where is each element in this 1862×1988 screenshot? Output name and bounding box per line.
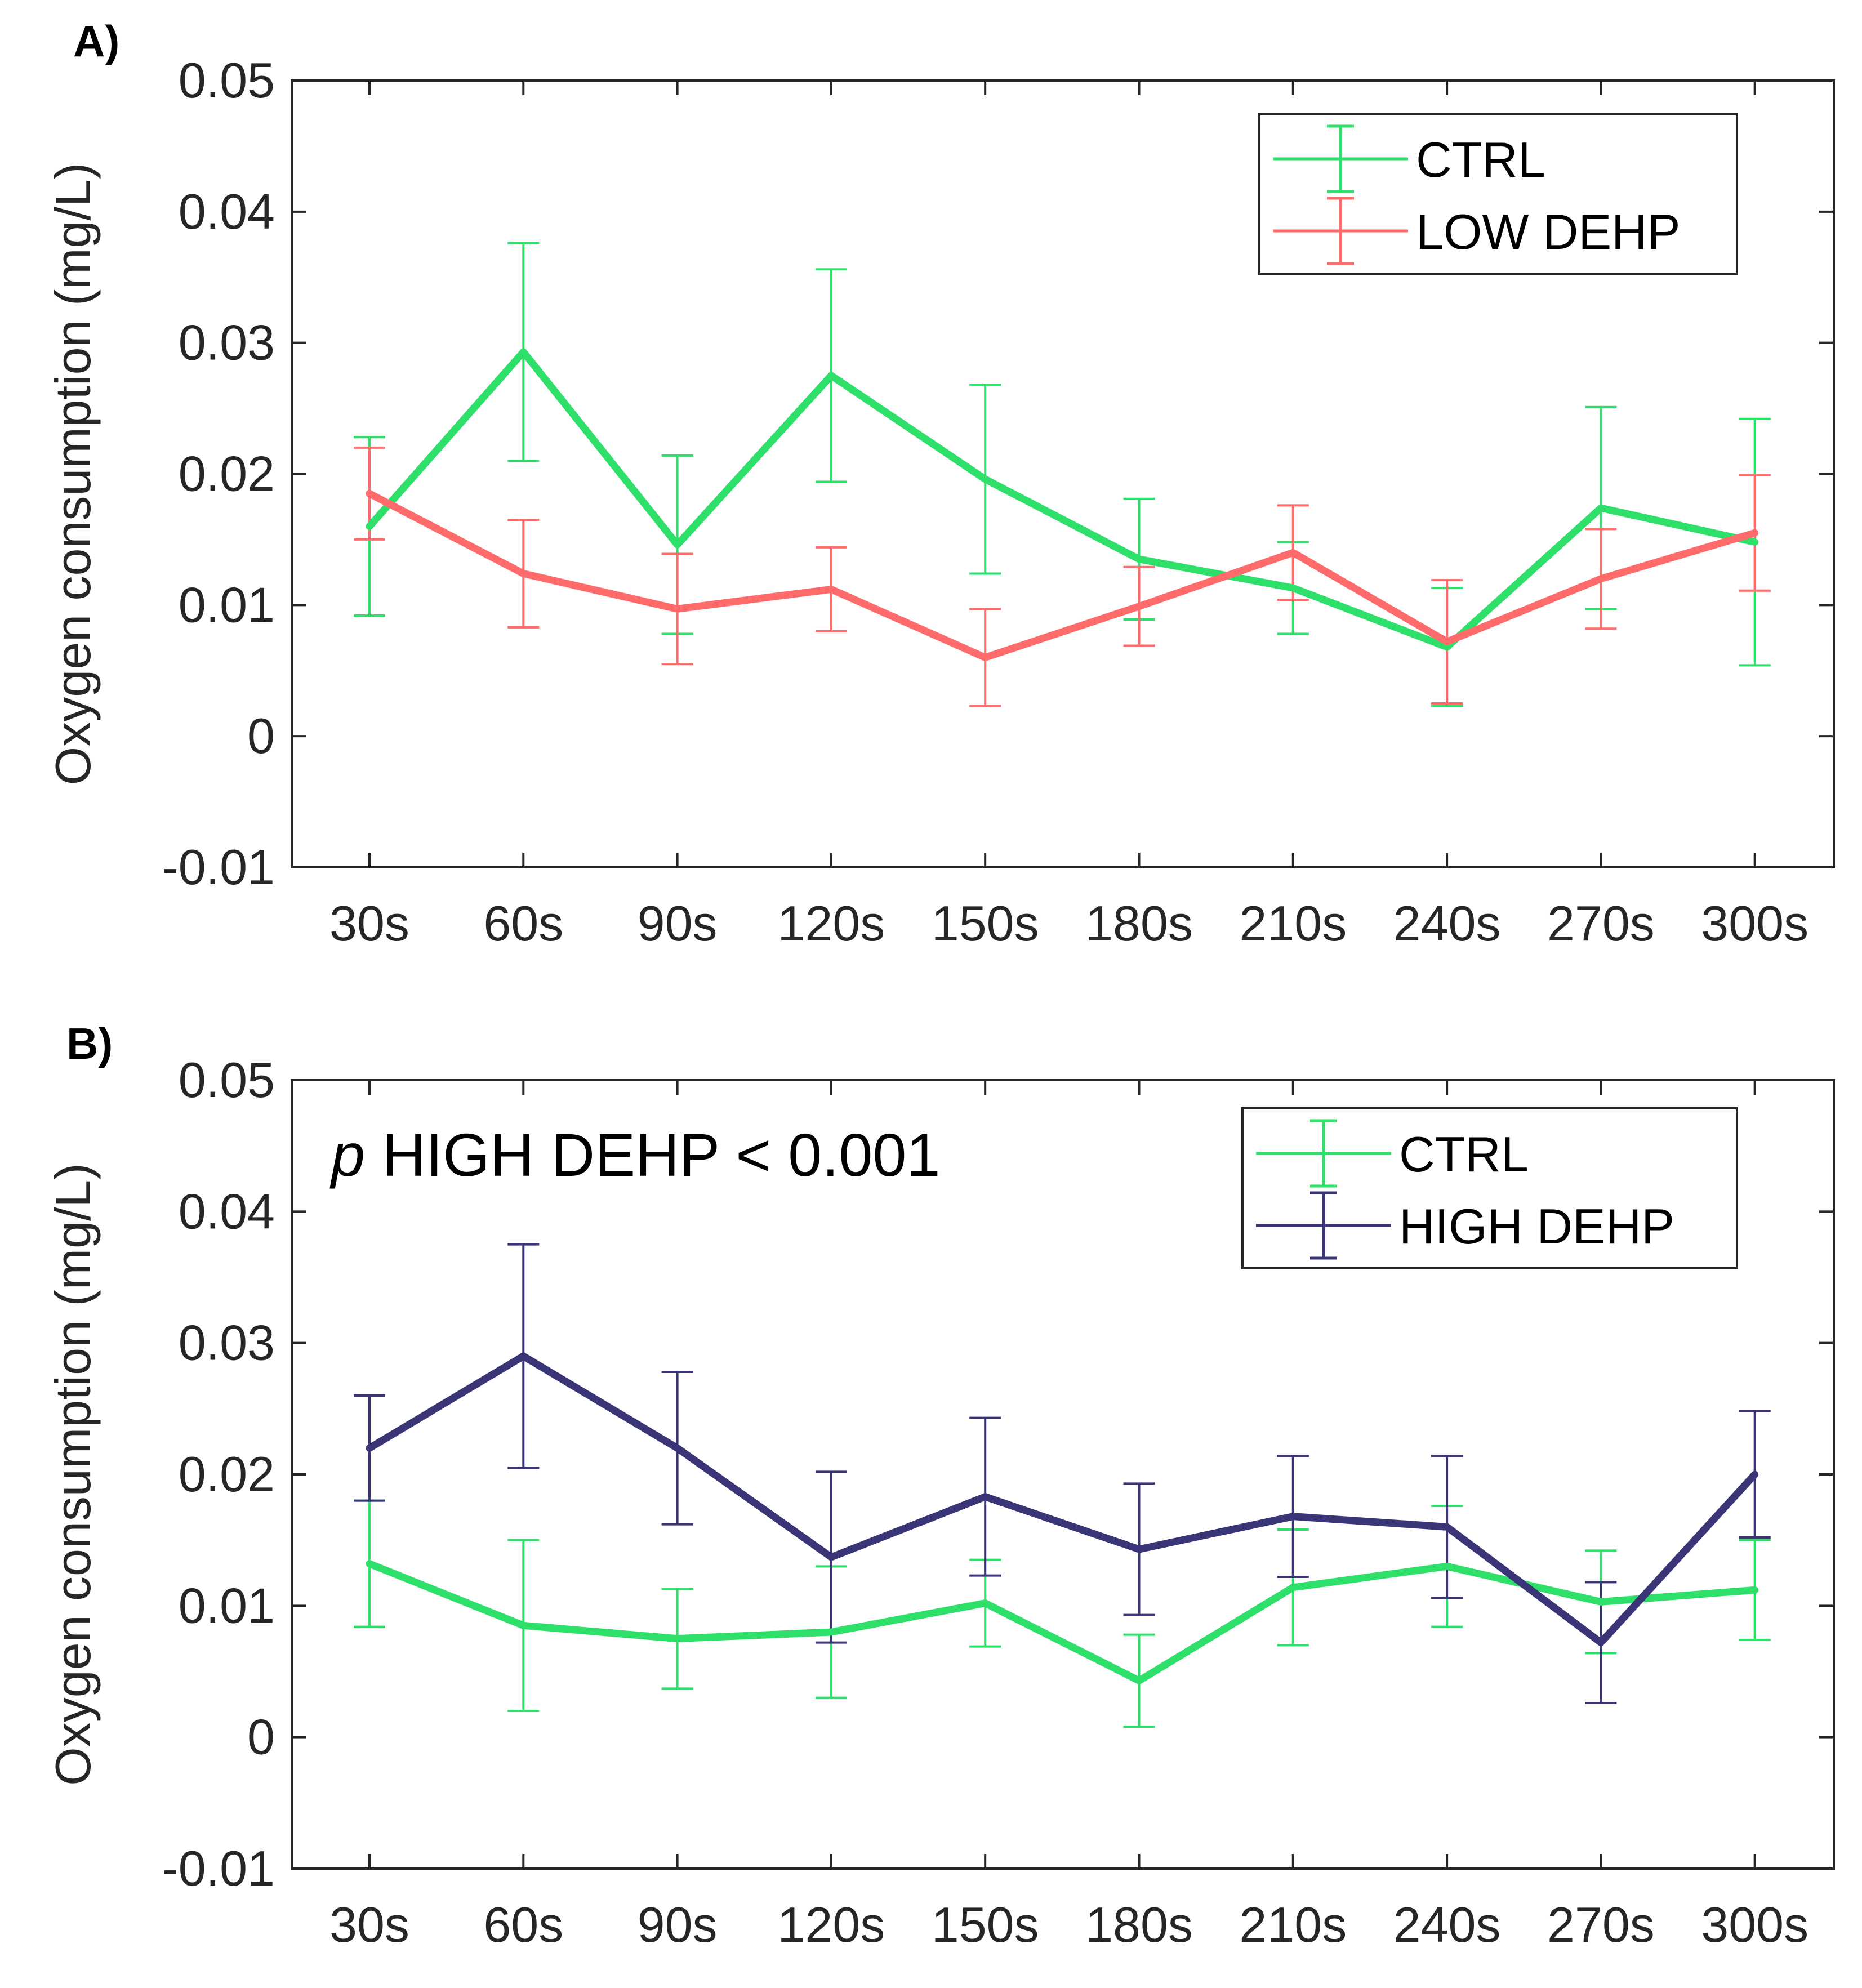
legend-label: CTRL bbox=[1399, 1126, 1529, 1182]
x-tick-label: 270s bbox=[1547, 1897, 1655, 1953]
annotation-italic: p bbox=[329, 1121, 365, 1189]
legend-item: HIGH DEHP bbox=[1256, 1191, 1674, 1260]
series-ctrl bbox=[354, 242, 1771, 707]
legend: CTRL HIGH DEHP bbox=[1241, 1107, 1738, 1269]
legend-label: HIGH DEHP bbox=[1399, 1198, 1674, 1254]
series-line bbox=[366, 348, 1759, 651]
series-line bbox=[366, 1560, 1759, 1684]
y-tick-label: -0.01 bbox=[162, 839, 275, 895]
y-tick-label: 0.05 bbox=[179, 1052, 275, 1108]
y-tick-label: 0.05 bbox=[179, 52, 275, 108]
panel-label: A) bbox=[73, 16, 119, 66]
y-tick-label: 0.04 bbox=[179, 1183, 275, 1239]
series-high-dehp bbox=[354, 1243, 1771, 1704]
y-axis-label: Oxygen consumption (mg/L) bbox=[45, 1163, 101, 1785]
x-tick-label: 30s bbox=[329, 895, 409, 951]
series-low-dehp bbox=[354, 446, 1771, 707]
series-line bbox=[366, 489, 1759, 661]
x-tick-label: 60s bbox=[483, 895, 563, 951]
x-tick-label: 210s bbox=[1239, 895, 1347, 951]
x-tick-label: 90s bbox=[638, 1897, 718, 1953]
y-tick-label: 0.01 bbox=[179, 1577, 275, 1633]
y-tick-label: 0.02 bbox=[179, 446, 275, 502]
x-tick-label: 30s bbox=[329, 1897, 409, 1953]
y-tick-label: 0.02 bbox=[179, 1446, 275, 1502]
y-axis-label: Oxygen consumption (mg/L) bbox=[45, 163, 101, 785]
y-tick-label: 0 bbox=[247, 708, 275, 764]
legend-label: CTRL bbox=[1416, 132, 1545, 188]
panel-label: B) bbox=[66, 1019, 113, 1068]
y-tick-label: -0.01 bbox=[162, 1840, 275, 1896]
y-tick-label: 0.01 bbox=[179, 577, 275, 632]
x-tick-label: 300s bbox=[1701, 1897, 1808, 1953]
x-tick-label: 300s bbox=[1701, 895, 1808, 951]
x-tick-label: 270s bbox=[1547, 895, 1655, 951]
x-tick-label: 240s bbox=[1393, 1897, 1501, 1953]
legend-item: LOW DEHP bbox=[1273, 197, 1680, 265]
x-tick-label: 120s bbox=[777, 895, 885, 951]
x-tick-label: 120s bbox=[777, 1897, 885, 1953]
annotation-text: HIGH DEHP < 0.001 bbox=[365, 1121, 940, 1189]
y-tick-label: 0 bbox=[247, 1709, 275, 1765]
legend: CTRL LOW DEHP bbox=[1258, 113, 1738, 275]
y-tick-label: 0.03 bbox=[179, 315, 275, 371]
x-tick-label: 60s bbox=[483, 1897, 563, 1953]
chart-panel-a: 0.05 0.04 0.03 0.02 0.01 0 -0.01 30s 60s 90s 120s 1… bbox=[45, 16, 1835, 951]
series-line bbox=[366, 1352, 1759, 1647]
x-tick-label: 210s bbox=[1239, 1897, 1347, 1953]
x-tick-label: 90s bbox=[638, 895, 718, 951]
legend-item: CTRL bbox=[1273, 124, 1545, 193]
legend-label: LOW DEHP bbox=[1416, 204, 1680, 260]
x-tick-label: 150s bbox=[932, 1897, 1039, 1953]
x-tick-label: 240s bbox=[1393, 895, 1501, 951]
y-tick-label: 0.03 bbox=[179, 1315, 275, 1371]
x-tick-label: 180s bbox=[1085, 1897, 1193, 1953]
legend-box bbox=[1258, 113, 1738, 275]
x-tick-label: 150s bbox=[932, 895, 1039, 951]
chart-panel-b: 0.05 0.04 0.03 0.02 0.01 0 -0.01 30s 60s 90s 120s 1… bbox=[45, 1019, 1835, 1953]
legend-item: CTRL bbox=[1256, 1119, 1529, 1188]
x-tick-label: 180s bbox=[1085, 895, 1193, 951]
y-tick-label: 0.04 bbox=[179, 184, 275, 239]
significance-annotation: p HIGH DEHP < 0.001 bbox=[329, 1121, 941, 1189]
